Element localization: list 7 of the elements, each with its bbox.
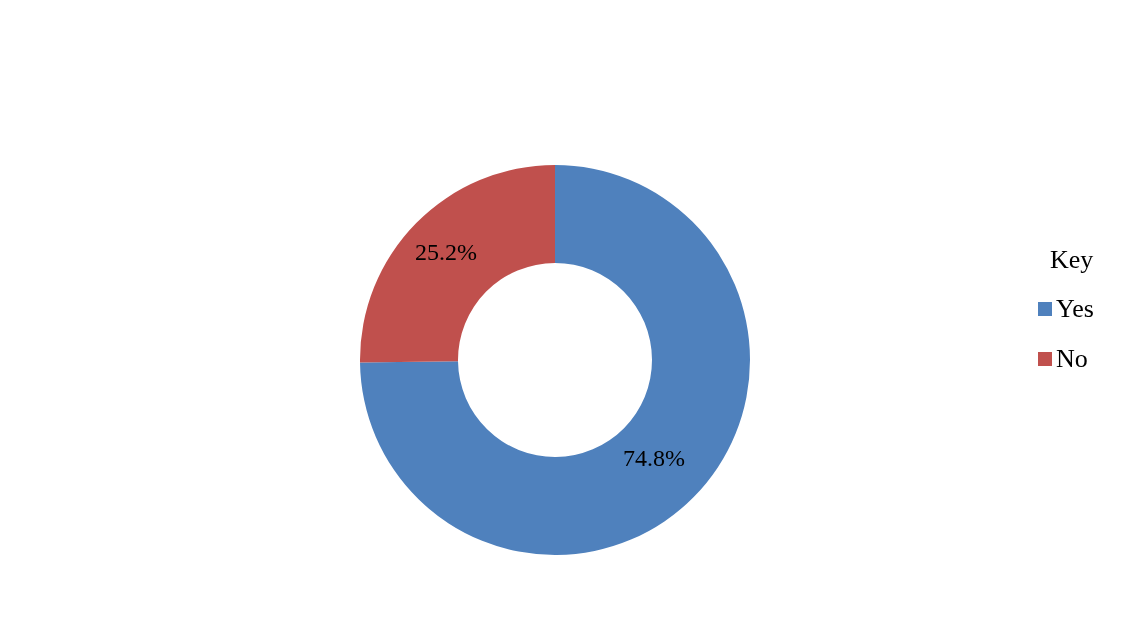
legend-label: Yes [1056, 293, 1094, 325]
donut-slice [360, 165, 555, 363]
data-label: 74.8% [622, 444, 685, 471]
donut-slice [360, 165, 750, 555]
legend-title: Key [1049, 244, 1094, 276]
data-label: 25.2% [415, 239, 478, 266]
legend-label: No [1056, 343, 1088, 375]
